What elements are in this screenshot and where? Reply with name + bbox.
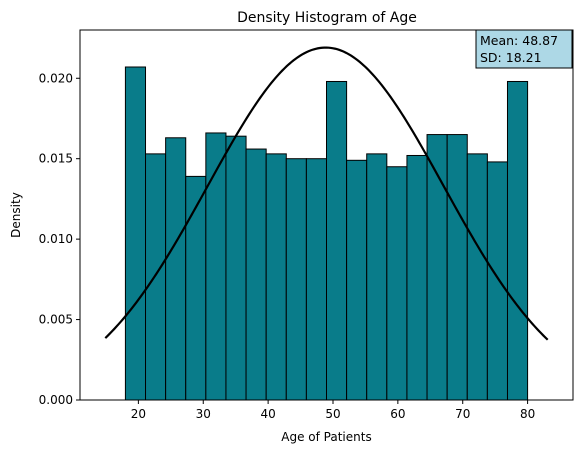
stats-mean-text: Mean: 48.87 bbox=[480, 33, 558, 48]
x-tick-label: 60 bbox=[390, 407, 405, 421]
y-axis-ticks: 0.000 0.005 0.010 0.015 0.020 bbox=[39, 71, 80, 407]
y-axis-label: Density bbox=[9, 192, 23, 238]
bars-group bbox=[124, 66, 529, 401]
histogram-bar bbox=[165, 137, 187, 401]
x-tick-label: 50 bbox=[325, 407, 340, 421]
x-tick-label: 40 bbox=[260, 407, 275, 421]
x-tick-label: 30 bbox=[196, 407, 211, 421]
histogram-bar bbox=[185, 175, 207, 401]
x-tick-label: 70 bbox=[455, 407, 470, 421]
stats-annotation-box: Mean: 48.87 SD: 18.21 bbox=[475, 29, 573, 69]
y-tick-label: 0.010 bbox=[39, 232, 73, 246]
histogram-bar bbox=[326, 80, 348, 401]
x-axis-ticks: 20 30 40 50 60 70 80 bbox=[131, 400, 535, 421]
plot-frame bbox=[79, 29, 574, 401]
stats-box-background bbox=[475, 29, 573, 69]
y-tick-label: 0.015 bbox=[39, 152, 73, 166]
histogram-bar bbox=[386, 166, 408, 401]
histogram-bar bbox=[406, 154, 428, 401]
y-tick-label: 0.000 bbox=[39, 393, 73, 407]
x-tick-label: 80 bbox=[520, 407, 535, 421]
histogram-bar bbox=[346, 159, 368, 401]
x-tick-label: 20 bbox=[131, 407, 146, 421]
histogram-bar bbox=[265, 153, 287, 401]
x-axis-label: Age of Patients bbox=[281, 430, 371, 444]
histogram-bar bbox=[506, 80, 529, 401]
histogram-bar bbox=[446, 134, 468, 401]
y-tick-label: 0.020 bbox=[39, 71, 73, 85]
histogram-bar bbox=[466, 153, 488, 401]
histogram-bar bbox=[305, 158, 327, 401]
chart-title: Density Histogram of Age bbox=[237, 10, 417, 26]
y-tick-label: 0.005 bbox=[39, 313, 73, 327]
histogram-bar bbox=[285, 158, 307, 401]
histogram-bar bbox=[245, 148, 267, 401]
histogram-bar bbox=[486, 161, 508, 401]
histogram-bar bbox=[124, 66, 147, 401]
normal-curve-line bbox=[104, 46, 549, 341]
stats-sd-text: SD: 18.21 bbox=[480, 50, 542, 65]
histogram-bar bbox=[225, 135, 247, 401]
histogram-bar bbox=[366, 153, 388, 401]
